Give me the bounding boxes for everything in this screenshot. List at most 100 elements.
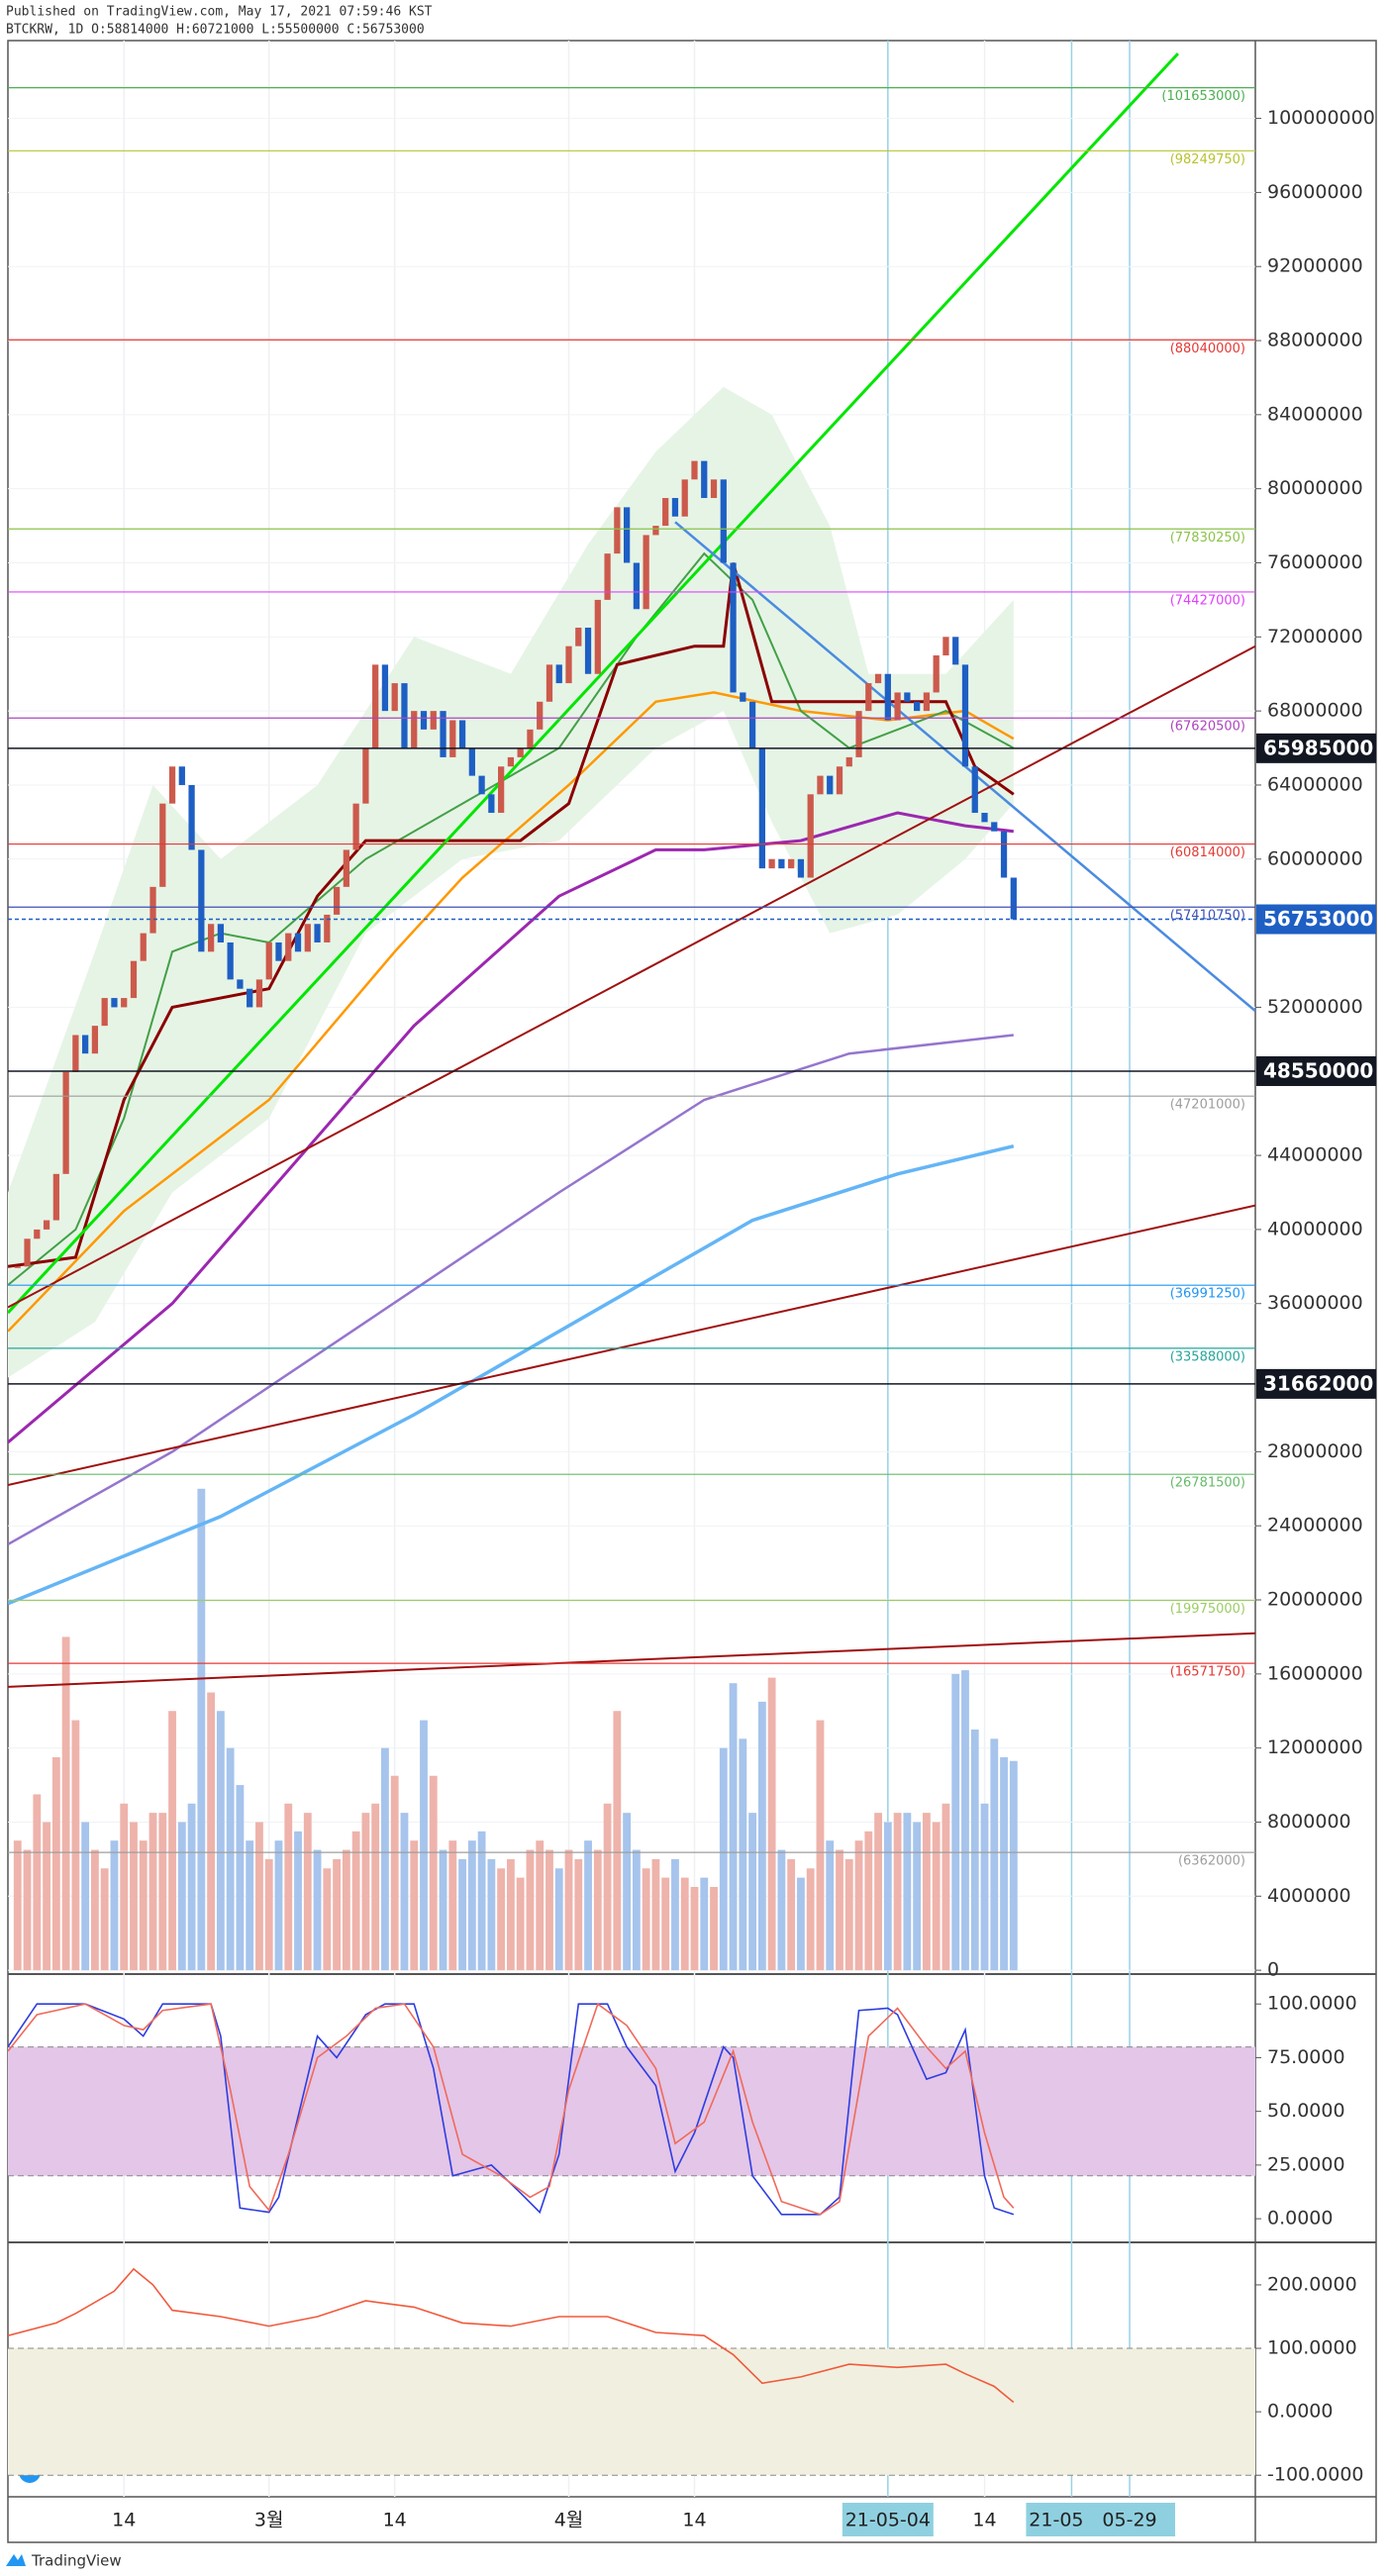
candle (710, 479, 718, 499)
candle (720, 479, 727, 563)
volume-bar (951, 1673, 960, 1971)
y-tick-label: 4000000 (1267, 1885, 1351, 1907)
candle (537, 701, 544, 730)
volume-bar (33, 1794, 42, 1971)
volume-bar (100, 1868, 109, 1971)
candle (527, 729, 534, 748)
level-label: (19975000) (1170, 1602, 1245, 1617)
y-tick-label: 16000000 (1267, 1662, 1363, 1684)
volume-bar (739, 1738, 747, 1971)
indicator-line (8, 811, 1014, 1444)
volume-bar (81, 1822, 90, 1971)
level-label: (36991250) (1170, 1287, 1245, 1302)
candle (101, 998, 108, 1027)
candle (797, 858, 805, 878)
volume-bar (333, 1858, 341, 1971)
candle (748, 701, 756, 748)
y-tick-label: 72000000 (1267, 626, 1363, 647)
candle (227, 941, 234, 980)
level-label: (47201000) (1170, 1098, 1245, 1113)
candle (381, 664, 389, 712)
candle (458, 720, 466, 748)
indicator-line (8, 1034, 1014, 1545)
candle (130, 960, 138, 999)
volume-bar (816, 1720, 825, 1971)
stochastic-pane (8, 2002, 1255, 2216)
volume-bar (477, 1831, 486, 1971)
y-tick-label: 80000000 (1267, 477, 1363, 499)
volume-bar (110, 1840, 119, 1971)
y-tick-label: 64000000 (1267, 773, 1363, 795)
volume-bar (574, 1858, 583, 1971)
price-tag-label: 65985000 (1263, 736, 1373, 759)
volume-bar (61, 1636, 70, 1971)
candle (845, 756, 852, 767)
candle (942, 637, 949, 656)
volume-bar (284, 1803, 293, 1971)
volume-bar (690, 1886, 699, 1971)
candle (198, 849, 205, 952)
candle (333, 886, 341, 915)
level-label: (74427000) (1170, 593, 1245, 608)
price-tag (1256, 1055, 1376, 1086)
volume-bar (767, 1677, 776, 1971)
candle (575, 627, 582, 646)
volume-bar (410, 1840, 419, 1971)
volume-bar (381, 1747, 389, 1971)
volume-bar (487, 1858, 496, 1971)
volume-bar (844, 1858, 853, 1971)
indicator-line (8, 562, 1015, 1268)
volume-bar (710, 1886, 718, 1971)
volume-bar (932, 1822, 941, 1971)
candle (855, 711, 862, 757)
candle (894, 692, 901, 721)
price-tag (1256, 733, 1376, 763)
oscillator-line (8, 2003, 1015, 2216)
volume-bar (545, 1849, 553, 1971)
volume-bar (777, 1849, 786, 1971)
x-tick-label: 3월 (254, 2510, 284, 2531)
volume-bar (246, 1840, 254, 1971)
candle (884, 673, 891, 721)
candle (294, 933, 302, 952)
volume-bar (836, 1849, 843, 1971)
candle (565, 645, 572, 684)
y-tick-label: 60000000 (1267, 847, 1363, 869)
volume-bar (700, 1877, 709, 1971)
candle (914, 701, 921, 712)
candle (633, 562, 641, 610)
volume-bar (439, 1849, 447, 1971)
volume-bar (651, 1858, 660, 1971)
volume-bar (757, 1701, 766, 1971)
volume-bar (642, 1868, 650, 1971)
price-tag (1256, 1368, 1376, 1399)
candle (498, 766, 505, 814)
x-tick-label: 14 (383, 2510, 407, 2531)
volume-bar (970, 1729, 979, 1971)
volume-bar (197, 1488, 206, 1971)
y-tick-label: 8000000 (1267, 1811, 1351, 1833)
candle (52, 1173, 59, 1221)
volume-bar (874, 1813, 882, 1971)
volume-bar (526, 1849, 535, 1971)
y-tick-label: 40000000 (1267, 1218, 1363, 1239)
y-tick-label: 100.0000 (1267, 2337, 1357, 2359)
volume-bar (168, 1711, 176, 1971)
volume-bar (593, 1849, 602, 1971)
volume-bar (448, 1840, 457, 1971)
volume-bar (313, 1849, 322, 1971)
level-label: (60814000) (1170, 845, 1245, 860)
footer-logo: TradingView (6, 2552, 122, 2570)
candle (555, 664, 562, 684)
time-label-box (1084, 2503, 1176, 2536)
oscillator-band (8, 2046, 1255, 2176)
candle (275, 941, 282, 961)
candle (778, 858, 785, 869)
candle (140, 933, 147, 961)
volume-bar (51, 1757, 60, 1971)
y-tick-label: 0 (1267, 1959, 1279, 1981)
candle (372, 664, 379, 748)
volume-bar (497, 1868, 506, 1971)
indicator-line (8, 1632, 1255, 1688)
